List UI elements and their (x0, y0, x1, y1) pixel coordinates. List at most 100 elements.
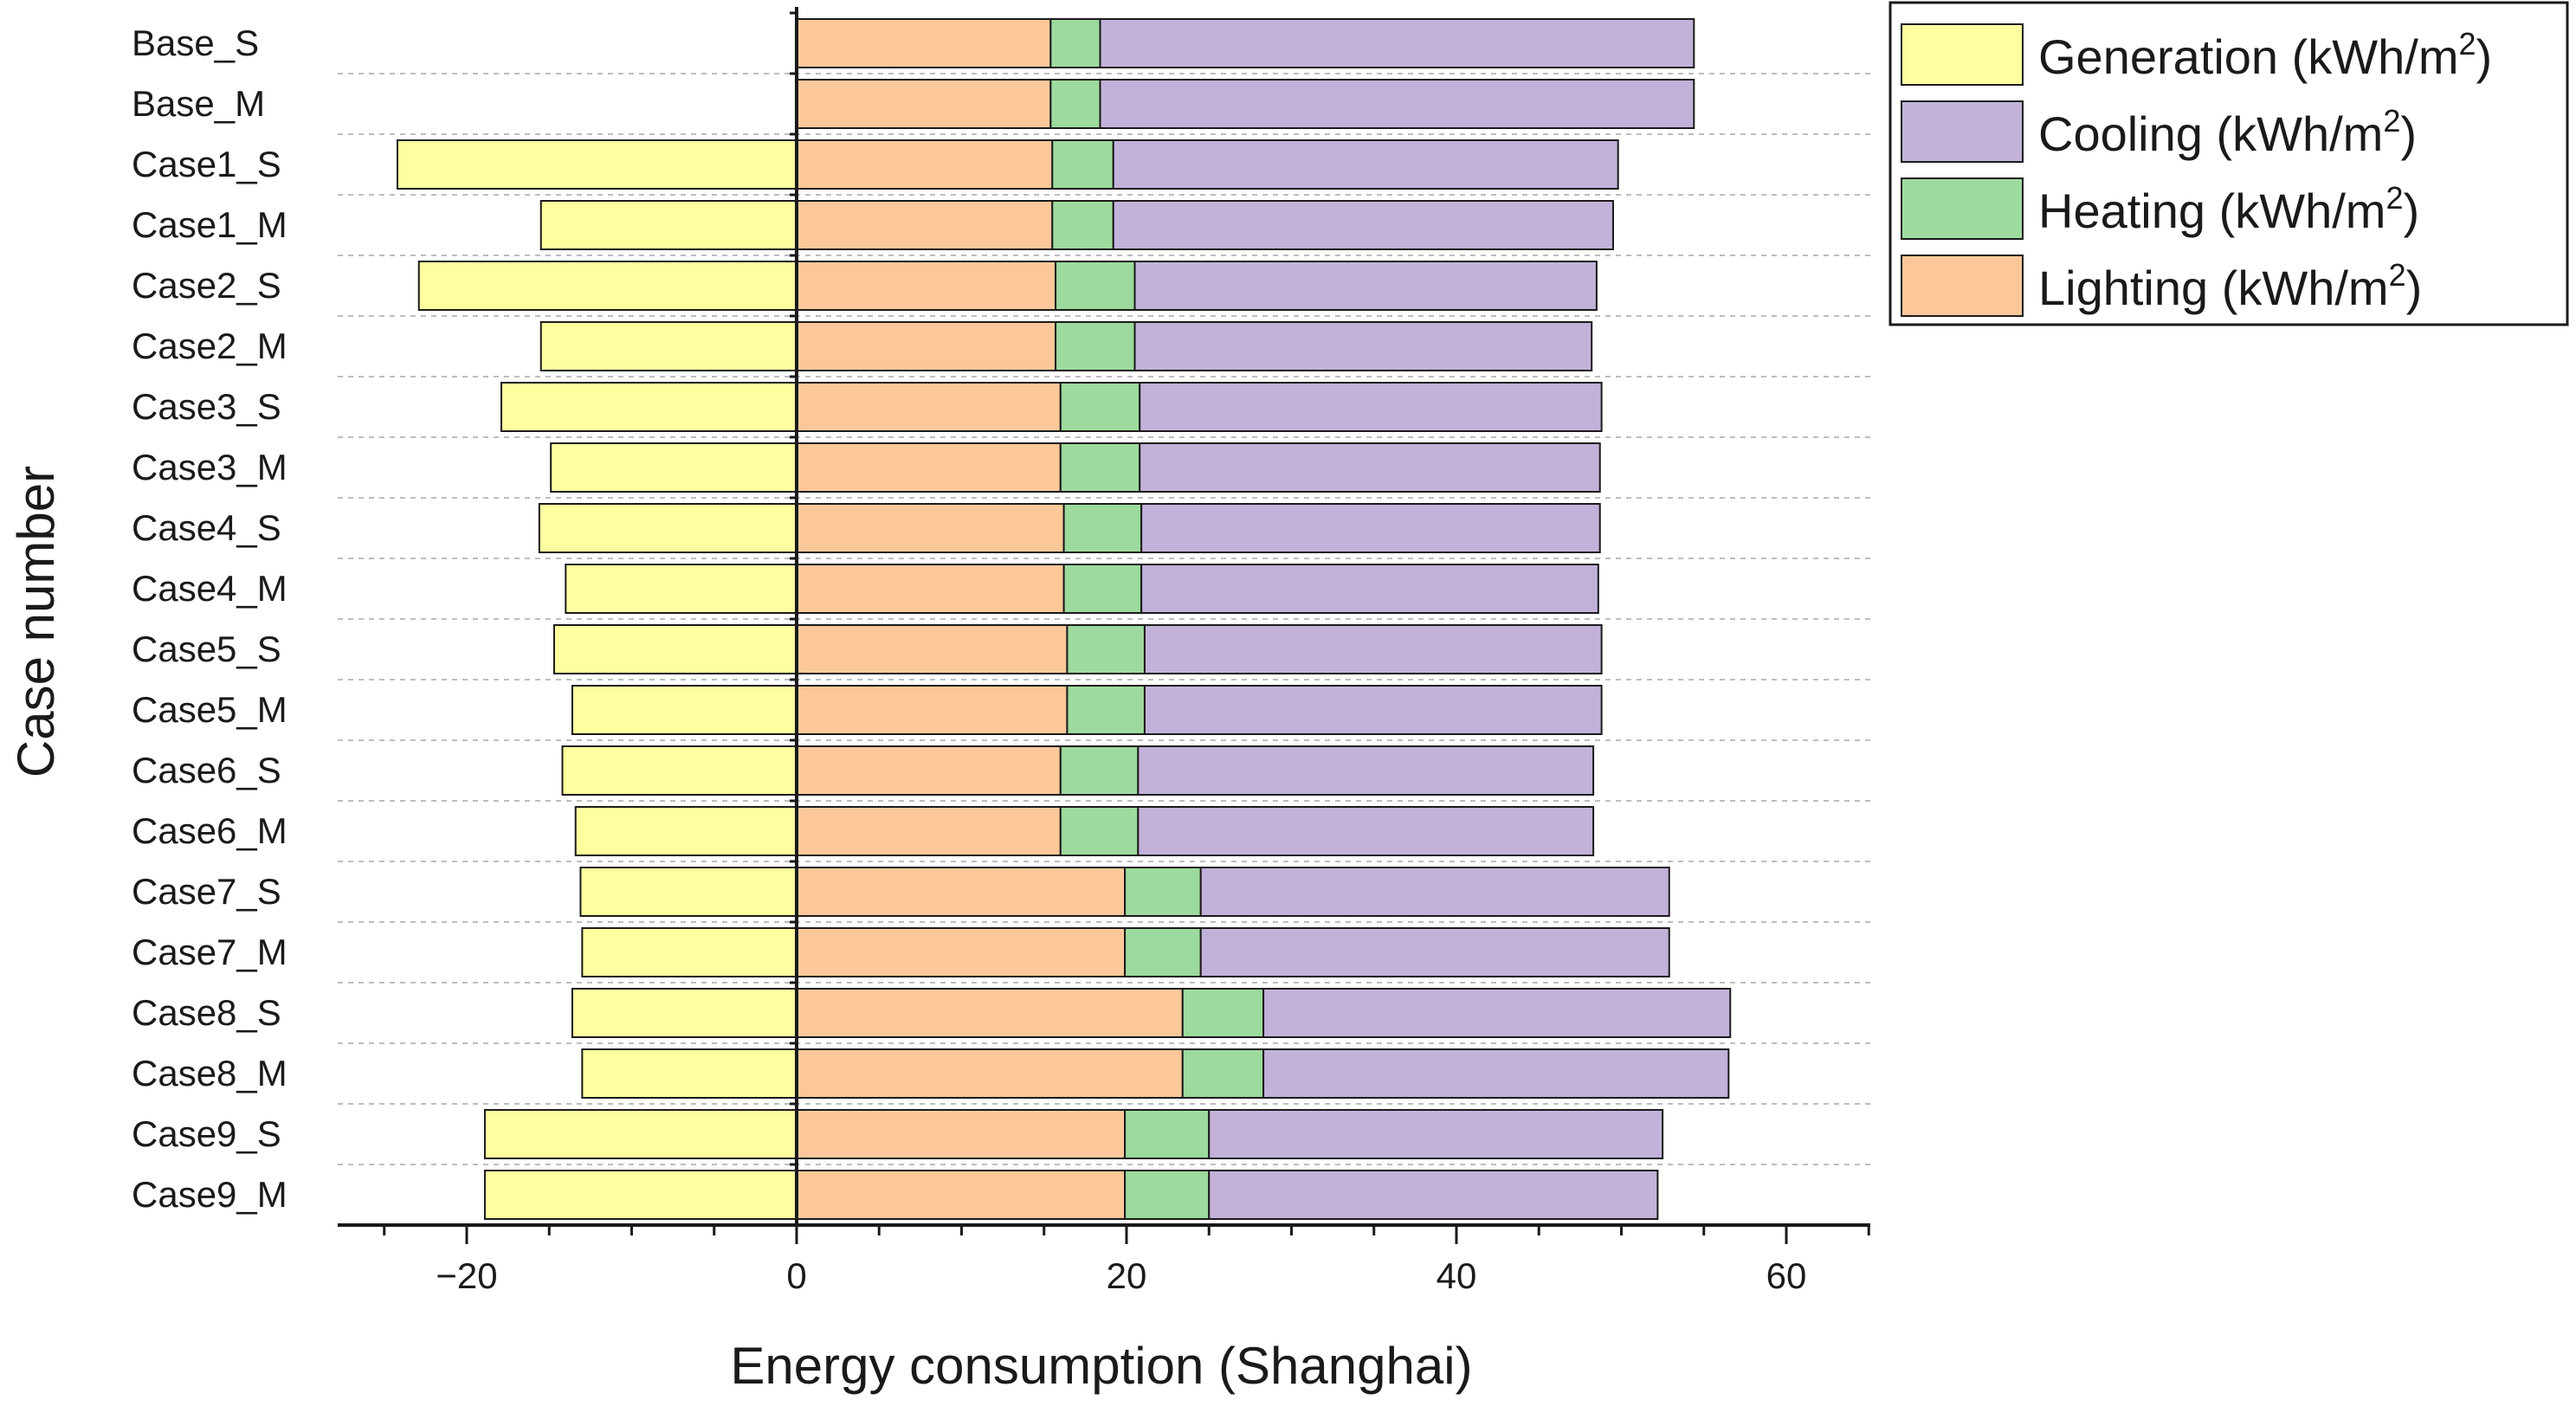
category-label: Case1_M (132, 204, 287, 245)
bar-heating-case8_m (1181, 1048, 1265, 1099)
bar-lighting-case9_m (796, 1170, 1127, 1220)
bar-generation-case7_s (579, 867, 797, 917)
legend-label-heating: Heating (kWh/m2) (2038, 180, 2419, 238)
bar-heating-base_s (1049, 18, 1101, 68)
bar-cooling-case2_m (1133, 321, 1593, 371)
legend-swatch-cooling (1901, 100, 2024, 163)
bar-lighting-case4_m (796, 564, 1065, 614)
bar-lighting-case9_s (796, 1109, 1127, 1159)
bar-cooling-case3_s (1139, 382, 1603, 432)
category-label: Case6_M (132, 810, 287, 851)
category-label: Case9_S (132, 1113, 281, 1154)
category-label: Case8_M (132, 1053, 287, 1093)
bar-cooling-case4_m (1140, 564, 1599, 614)
bar-lighting-case7_m (796, 927, 1127, 977)
bar-heating-case4_s (1062, 503, 1143, 553)
bar-heating-case7_m (1124, 927, 1202, 977)
bar-generation-case3_m (550, 442, 798, 493)
bar-lighting-case6_m (796, 806, 1062, 856)
bar-cooling-base_s (1099, 18, 1695, 68)
bar-cooling-case3_m (1139, 442, 1601, 493)
bar-lighting-case3_s (796, 382, 1062, 432)
bar-heating-case2_s (1055, 261, 1136, 311)
bar-generation-case9_s (483, 1109, 798, 1159)
bar-heating-case1_s (1051, 139, 1114, 190)
x-tick-label: 0 (786, 1255, 806, 1296)
bar-generation-case5_m (571, 685, 797, 735)
bar-cooling-case2_s (1133, 261, 1598, 311)
bar-generation-case4_m (565, 564, 797, 614)
bar-generation-case4_s (538, 503, 797, 553)
category-label: Case3_M (132, 447, 287, 487)
bar-lighting-base_m (796, 79, 1052, 129)
bar-generation-case6_s (561, 745, 797, 796)
bar-lighting-case2_s (796, 261, 1057, 311)
bar-cooling-case7_m (1199, 927, 1670, 977)
bar-lighting-case2_m (796, 321, 1057, 371)
bar-heating-case6_s (1059, 745, 1140, 796)
x-axis-title: Energy consumption (Shanghai) (730, 1337, 1472, 1395)
bar-heating-case3_s (1059, 382, 1141, 432)
category-label: Case3_S (132, 386, 281, 427)
bar-cooling-case4_s (1140, 503, 1601, 553)
category-label: Base_M (132, 83, 265, 124)
bar-generation-case8_m (581, 1048, 797, 1099)
bar-cooling-case1_m (1112, 200, 1614, 250)
bar-heating-case4_m (1062, 564, 1143, 614)
bar-heating-case2_m (1055, 321, 1136, 371)
bar-lighting-case8_m (796, 1048, 1184, 1099)
category-label: Case2_M (132, 326, 287, 366)
bar-lighting-case5_s (796, 624, 1068, 674)
category-label: Case4_S (132, 507, 281, 548)
category-label: Case5_S (132, 629, 281, 669)
bar-cooling-base_m (1099, 79, 1695, 129)
x-tick-label: 40 (1436, 1255, 1477, 1296)
bar-cooling-case9_s (1208, 1109, 1664, 1159)
legend-swatch-heating (1901, 177, 2024, 240)
y-axis-title: Case number (7, 466, 65, 777)
legend-swatch-generation (1901, 23, 2024, 86)
x-tick-label: 20 (1107, 1255, 1147, 1296)
bar-lighting-case4_s (796, 503, 1065, 553)
bar-heating-case6_m (1059, 806, 1140, 856)
category-label: Case6_S (132, 750, 281, 790)
bar-cooling-case8_m (1262, 1048, 1730, 1099)
bar-lighting-case1_s (796, 139, 1054, 190)
bar-generation-case2_m (539, 321, 797, 371)
bar-lighting-case6_s (796, 745, 1062, 796)
bar-cooling-case6_s (1137, 745, 1595, 796)
bar-generation-case2_s (417, 261, 797, 311)
category-label: Case9_M (132, 1174, 287, 1215)
bar-cooling-case8_s (1262, 988, 1732, 1038)
bar-cooling-case7_s (1199, 867, 1670, 917)
bar-generation-case9_m (483, 1170, 798, 1220)
bar-lighting-base_s (796, 18, 1052, 68)
bar-generation-case5_s (552, 624, 798, 674)
bar-lighting-case8_s (796, 988, 1184, 1038)
bar-heating-case1_m (1051, 200, 1114, 250)
bar-heating-case5_s (1066, 624, 1146, 674)
legend-swatch-lighting (1901, 255, 2024, 317)
bar-generation-case1_s (396, 139, 797, 190)
bar-generation-case8_s (571, 988, 797, 1038)
bar-cooling-case5_s (1143, 624, 1603, 674)
category-label: Case2_S (132, 265, 281, 306)
bar-heating-case9_m (1124, 1170, 1211, 1220)
bar-heating-base_m (1049, 79, 1101, 129)
bar-heating-case7_s (1124, 867, 1202, 917)
bar-generation-case3_s (500, 382, 797, 432)
bar-lighting-case1_m (796, 200, 1054, 250)
bar-lighting-case5_m (796, 685, 1068, 735)
bar-cooling-case1_s (1112, 139, 1619, 190)
bar-generation-case6_m (574, 806, 797, 856)
category-label: Case5_M (132, 689, 287, 730)
bar-heating-case5_m (1066, 685, 1146, 735)
bar-cooling-case6_m (1137, 806, 1595, 856)
bar-heating-case9_s (1124, 1109, 1211, 1159)
bar-heating-case8_s (1181, 988, 1265, 1038)
category-label: Case4_M (132, 568, 287, 609)
category-label: Base_S (132, 23, 259, 63)
bar-lighting-case3_m (796, 442, 1062, 493)
